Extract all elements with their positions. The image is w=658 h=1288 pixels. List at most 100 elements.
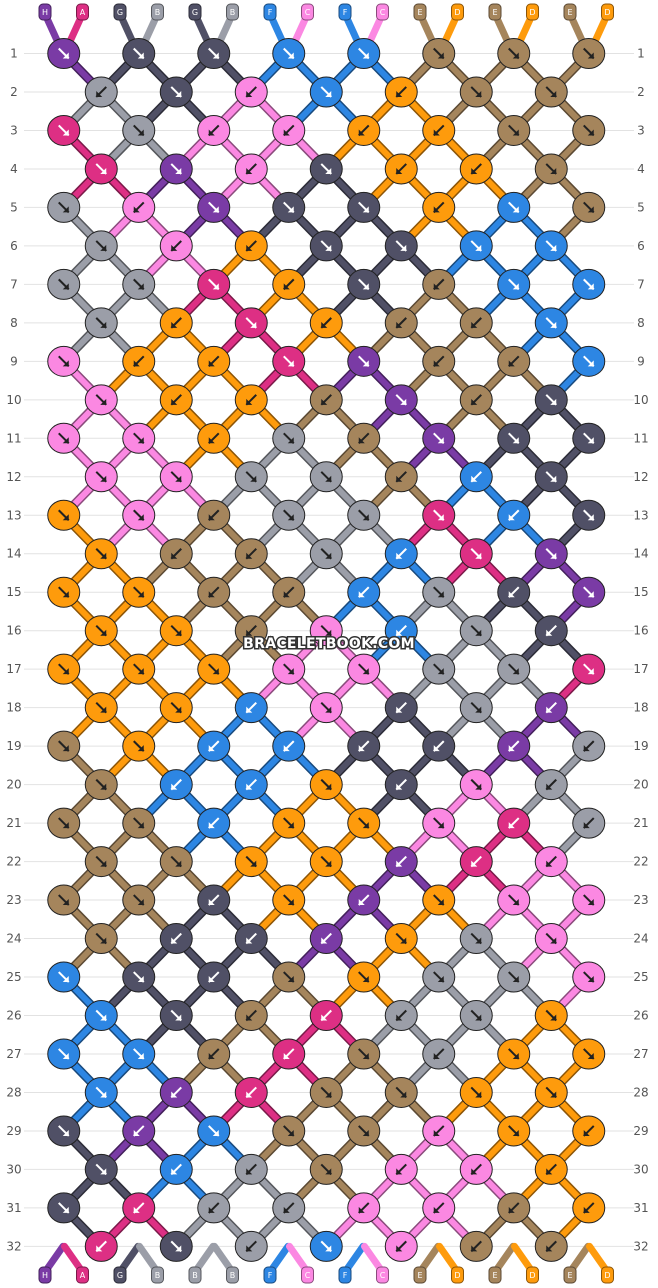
knot-arrowhead-icon bbox=[175, 706, 182, 713]
knot-arrowhead-icon bbox=[587, 591, 594, 598]
knot-arrowhead-icon bbox=[100, 321, 107, 328]
knot-arrowhead-icon bbox=[508, 822, 515, 829]
knot-arrowhead-icon bbox=[546, 1168, 553, 1175]
knot-arrowhead-icon bbox=[100, 167, 107, 174]
knot-arrowhead-icon bbox=[137, 52, 144, 59]
string-tab-bottom-letter: F bbox=[343, 1271, 348, 1280]
knot-arrowhead-icon bbox=[133, 206, 140, 213]
knot-arrowhead-icon bbox=[433, 129, 440, 136]
knot-arrowhead-icon bbox=[283, 283, 290, 290]
knot-arrowhead-icon bbox=[246, 783, 253, 790]
knot-arrowhead-icon bbox=[62, 822, 69, 829]
knot-arrowhead-icon bbox=[396, 1014, 403, 1021]
string-tab-bottom-letter: D bbox=[454, 1271, 460, 1280]
row-number-right: 14 bbox=[633, 547, 648, 561]
knot-arrowhead-icon bbox=[325, 167, 332, 174]
knot-arrowhead-icon bbox=[287, 1129, 294, 1136]
knot-arrowhead-icon bbox=[475, 1091, 482, 1098]
knot-arrowhead-icon bbox=[100, 783, 107, 790]
row-number-left: 22 bbox=[6, 855, 21, 869]
row-number-right: 3 bbox=[637, 123, 645, 137]
row-number-left: 26 bbox=[6, 1009, 21, 1023]
knot-arrowhead-icon bbox=[471, 321, 478, 328]
knot-arrowhead-icon bbox=[62, 360, 69, 367]
row-number-left: 10 bbox=[6, 393, 21, 407]
row-number-left: 7 bbox=[10, 277, 18, 291]
row-number-right: 27 bbox=[633, 1047, 648, 1061]
row-number-left: 3 bbox=[10, 123, 18, 137]
knot-arrowhead-icon bbox=[433, 745, 440, 752]
string-tab-bottom-letter: B bbox=[155, 1271, 161, 1280]
row-number-right: 6 bbox=[637, 239, 645, 253]
knot-arrowhead-icon bbox=[475, 90, 482, 97]
string-tab-top bbox=[451, 3, 464, 21]
row-number-right: 28 bbox=[633, 1085, 648, 1099]
string-tab-top-letter: C bbox=[380, 8, 386, 17]
string-tab-top bbox=[226, 3, 239, 21]
knot-arrowhead-icon bbox=[100, 1014, 107, 1021]
row-number-right: 4 bbox=[637, 162, 645, 176]
knot-arrowhead-icon bbox=[287, 976, 294, 983]
knot-arrowhead-icon bbox=[137, 283, 144, 290]
knot-arrowhead-icon bbox=[212, 1129, 219, 1136]
knot-arrowhead-icon bbox=[212, 668, 219, 675]
row-number-right: 1 bbox=[637, 47, 645, 61]
knot-grid bbox=[47, 38, 606, 1262]
string-tab-top-letter: A bbox=[80, 8, 86, 17]
knot-arrowhead-icon bbox=[246, 244, 253, 251]
knot-arrowhead-icon bbox=[362, 206, 369, 213]
knot-arrowhead-icon bbox=[508, 1206, 515, 1213]
string-tab-bottom bbox=[526, 1266, 539, 1284]
knot-arrowhead-icon bbox=[137, 129, 144, 136]
knot-arrowhead-icon bbox=[583, 822, 590, 829]
knot-arrowhead-icon bbox=[512, 437, 519, 444]
knot-arrowhead-icon bbox=[550, 1091, 557, 1098]
knot-arrowhead-icon bbox=[175, 860, 182, 867]
knot-arrowhead-icon bbox=[137, 514, 144, 521]
string-tab-bottom bbox=[301, 1266, 314, 1284]
row-number-left: 32 bbox=[6, 1239, 21, 1253]
knot-arrowhead-icon bbox=[362, 52, 369, 59]
row-number-right: 9 bbox=[637, 354, 645, 368]
knot-arrowhead-icon bbox=[358, 591, 365, 598]
knot-arrowhead-icon bbox=[62, 206, 69, 213]
knot-arrowhead-icon bbox=[321, 937, 328, 944]
knot-arrowhead-icon bbox=[471, 860, 478, 867]
knot-arrowhead-icon bbox=[137, 899, 144, 906]
knot-arrowhead-icon bbox=[208, 514, 215, 521]
knot-arrowhead-icon bbox=[587, 129, 594, 136]
knot-arrowhead-icon bbox=[396, 321, 403, 328]
row-number-left: 9 bbox=[10, 354, 18, 368]
knot-arrowhead-icon bbox=[212, 52, 219, 59]
knot-arrowhead-icon bbox=[362, 1129, 369, 1136]
knot-arrowhead-icon bbox=[62, 1206, 69, 1213]
string-tab-bottom bbox=[188, 1266, 202, 1284]
row-number-left: 24 bbox=[6, 932, 21, 946]
knot-arrowhead-icon bbox=[437, 52, 444, 59]
knot-arrowhead-icon bbox=[396, 167, 403, 174]
row-number-left: 5 bbox=[10, 200, 18, 214]
row-number-left: 14 bbox=[6, 547, 21, 561]
knot-arrowhead-icon bbox=[62, 437, 69, 444]
knot-arrowhead-icon bbox=[175, 167, 182, 174]
knot-arrowhead-icon bbox=[171, 398, 178, 405]
knot-arrowhead-icon bbox=[137, 745, 144, 752]
knot-arrowhead-icon bbox=[325, 860, 332, 867]
row-number-left: 8 bbox=[10, 316, 18, 330]
knot-arrowhead-icon bbox=[175, 629, 182, 636]
knot-arrowhead-icon bbox=[587, 437, 594, 444]
knot-arrowhead-icon bbox=[246, 1168, 253, 1175]
knot-arrowhead-icon bbox=[587, 514, 594, 521]
knot-arrowhead-icon bbox=[400, 1091, 407, 1098]
knot-arrowhead-icon bbox=[362, 822, 369, 829]
knot-arrowhead-icon bbox=[325, 706, 332, 713]
knot-arrowhead-icon bbox=[512, 976, 519, 983]
knot-arrowhead-icon bbox=[246, 1014, 253, 1021]
knot-arrowhead-icon bbox=[62, 283, 69, 290]
string-tab-top bbox=[413, 3, 427, 21]
string-tab-bottom bbox=[413, 1266, 427, 1284]
knot-arrowhead-icon bbox=[246, 629, 253, 636]
knot-arrowhead-icon bbox=[475, 244, 482, 251]
